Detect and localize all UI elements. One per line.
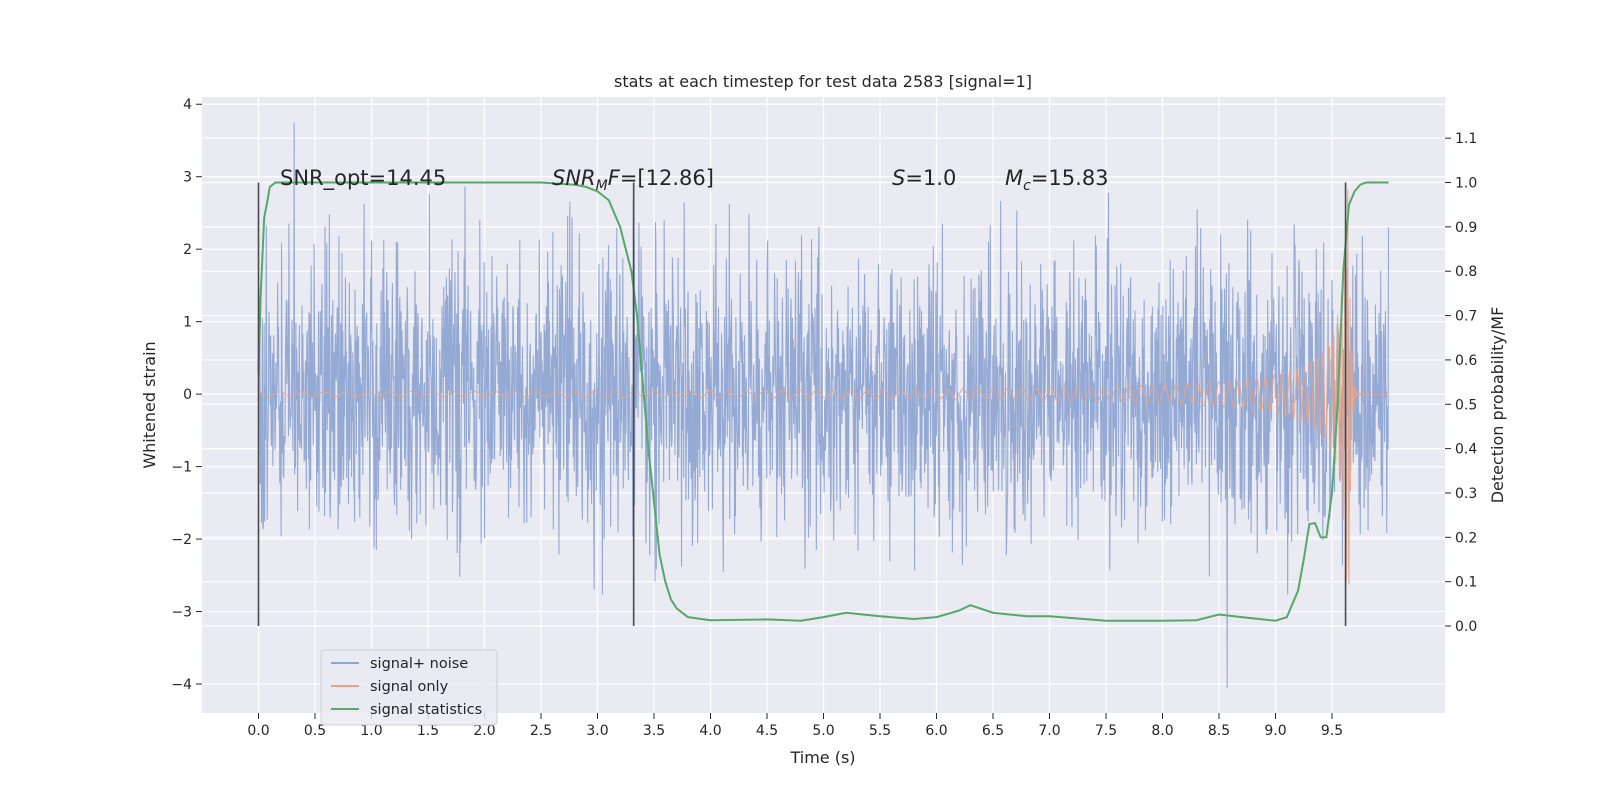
x-tick-label: 2.0 bbox=[473, 723, 495, 739]
y-tick-label: −3 bbox=[171, 605, 192, 621]
legend-label-signal-noise: signal+ noise bbox=[370, 656, 468, 672]
x-tick-label: 2.5 bbox=[530, 723, 552, 739]
y2-tick-label: 1.1 bbox=[1455, 131, 1477, 147]
x-tick-label: 9.5 bbox=[1321, 723, 1343, 739]
y-axis-label: Whitened strain bbox=[140, 341, 159, 468]
series-signal-only bbox=[258, 189, 1389, 585]
x-tick-label: 0.5 bbox=[304, 723, 326, 739]
x-tick-label: 1.0 bbox=[360, 723, 382, 739]
x-tick-label: 6.0 bbox=[925, 723, 947, 739]
legend: signal+ noise signal only signal statist… bbox=[320, 649, 498, 726]
x-tick-label: 5.0 bbox=[812, 723, 834, 739]
y2-tick-label: 0.2 bbox=[1455, 530, 1477, 546]
x-tick-label: 8.0 bbox=[1151, 723, 1173, 739]
annotation-snr-mf: SNRMF=[12.86] bbox=[552, 166, 714, 194]
y2-tick-label: 0.1 bbox=[1455, 575, 1477, 591]
series-signal-noise bbox=[257, 122, 1390, 688]
y2-axis-label: Detection probability/MF bbox=[1488, 307, 1507, 504]
x-tick-label: 1.5 bbox=[417, 723, 439, 739]
annotation-mc: Mc=15.83 bbox=[1005, 166, 1109, 194]
x-tick-label: 8.5 bbox=[1208, 723, 1230, 739]
y2-tick-label: 0.0 bbox=[1455, 619, 1477, 635]
axes: 0.0 0.5 1.0 1.5 2.0 2.5 3.0 3.5 4.0 4.5 5.0 5.5 6.0 6… bbox=[171, 97, 1477, 739]
y-tick-label: 0 bbox=[183, 387, 192, 403]
y-tick-label: −2 bbox=[171, 532, 192, 548]
y2-tick-label: 0.5 bbox=[1455, 397, 1477, 413]
x-tick-label: 7.0 bbox=[1038, 723, 1060, 739]
chart-title: stats at each timestep for test data 258… bbox=[614, 72, 1032, 91]
y-tick-label: 2 bbox=[183, 242, 192, 258]
y2-tick-label: 0.3 bbox=[1455, 486, 1477, 502]
x-tick-label: 7.5 bbox=[1095, 723, 1117, 739]
y-tick-label: 1 bbox=[183, 315, 192, 331]
vertical-markers bbox=[257, 182, 1347, 627]
x-tick-label: 5.5 bbox=[869, 723, 891, 739]
legend-label-signal-statistics: signal statistics bbox=[370, 702, 482, 718]
y2-tick-label: 0.9 bbox=[1455, 220, 1477, 236]
legend-box bbox=[320, 649, 498, 726]
annotation-snr-opt: SNR_opt=14.45 bbox=[280, 166, 446, 191]
x-tick-label: 4.0 bbox=[699, 723, 721, 739]
x-tick-label: 3.0 bbox=[586, 723, 608, 739]
annotation-s: S=1.0 bbox=[892, 166, 956, 190]
x-tick-label: 0.0 bbox=[247, 723, 269, 739]
x-axis-label: Time (s) bbox=[789, 748, 855, 767]
y-tick-label: −4 bbox=[171, 677, 192, 693]
y2-tick-label: 0.7 bbox=[1455, 309, 1477, 325]
x-tick-label: 9.0 bbox=[1264, 723, 1286, 739]
legend-label-signal-only: signal only bbox=[370, 679, 449, 695]
series-layer bbox=[257, 122, 1390, 688]
y-tick-label: 3 bbox=[183, 170, 192, 186]
y-tick-label: 4 bbox=[183, 97, 192, 113]
x-tick-label: 3.5 bbox=[643, 723, 665, 739]
annotations: SNR_opt=14.45 SNRMF=[12.86] S=1.0 Mc=15.… bbox=[280, 166, 1109, 194]
y2-tick-label: 0.4 bbox=[1455, 442, 1477, 458]
series-signal-statistics bbox=[257, 181, 1389, 622]
y2-tick-label: 0.8 bbox=[1455, 264, 1477, 280]
y2-tick-label: 0.6 bbox=[1455, 353, 1477, 369]
x-tick-label: 4.5 bbox=[756, 723, 778, 739]
y-tick-label: −1 bbox=[171, 460, 192, 476]
x-tick-label: 6.5 bbox=[982, 723, 1004, 739]
y2-tick-label: 1.0 bbox=[1455, 176, 1477, 192]
